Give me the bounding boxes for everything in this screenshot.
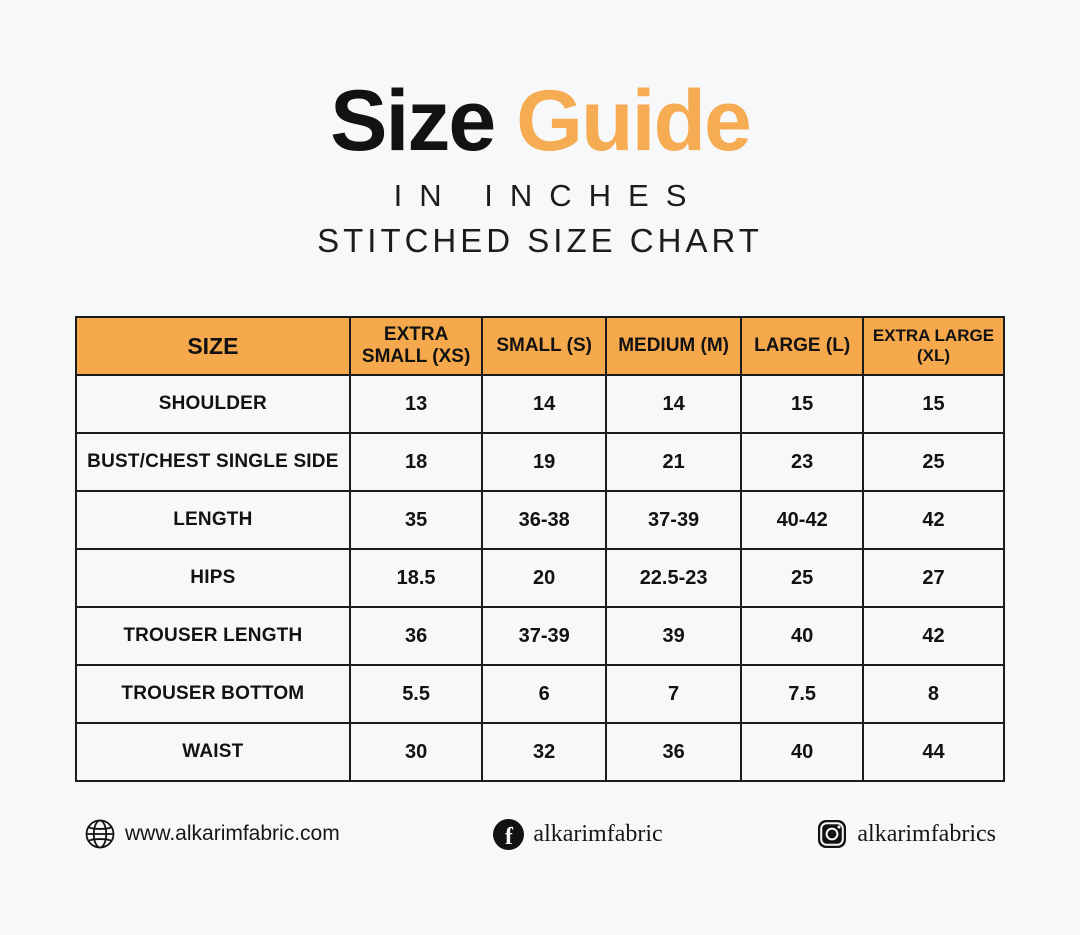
column-header-extra-small: EXTRA SMALL (XS) <box>348 316 484 376</box>
globe-icon <box>84 818 116 850</box>
row-label: SHOULDER <box>75 374 351 434</box>
row-label: TROUSER LENGTH <box>75 606 351 666</box>
table-row-trouser-bottom: TROUSER BOTTOM 5.5 6 7 7.5 8 <box>75 664 1006 724</box>
cell: 44 <box>861 722 1006 782</box>
cell: 27 <box>861 548 1006 608</box>
title-word-size: Size <box>330 73 496 169</box>
column-header-medium: MEDIUM (M) <box>604 316 743 376</box>
table-row-bust-chest: BUST/CHEST SINGLE SIDE 18 19 21 23 25 <box>75 432 1006 492</box>
cell: 15 <box>740 374 864 434</box>
subtitle-in-inches: IN INCHES <box>393 178 704 213</box>
cell: 25 <box>861 432 1006 492</box>
cell: 23 <box>740 432 864 492</box>
cell: 18 <box>348 432 484 492</box>
cell: 8 <box>861 664 1006 724</box>
cell: 18.5 <box>348 548 484 608</box>
cell: 32 <box>481 722 607 782</box>
cell: 36 <box>604 722 743 782</box>
website-url: www.alkarimfabric.com <box>125 822 340 845</box>
cell: 30 <box>348 722 484 782</box>
column-header-extra-large: EXTRA LARGE (XL) <box>861 316 1006 376</box>
row-label: LENGTH <box>75 490 351 550</box>
cell: 22.5-23 <box>604 548 743 608</box>
page-title: Size Guide <box>0 78 1080 164</box>
table-header-row: SIZE EXTRA SMALL (XS) SMALL (S) MEDIUM (… <box>75 316 1006 376</box>
cell: 42 <box>861 490 1006 550</box>
cell: 40-42 <box>740 490 864 550</box>
cell: 19 <box>481 432 607 492</box>
cell: 21 <box>604 432 743 492</box>
table-row-shoulder: SHOULDER 13 14 14 15 15 <box>75 374 1006 434</box>
cell: 15 <box>861 374 1006 434</box>
facebook-handle: alkarimfabric <box>533 820 663 847</box>
facebook-icon: f <box>493 818 525 850</box>
cell: 14 <box>481 374 607 434</box>
cell: 7.5 <box>740 664 864 724</box>
cell: 7 <box>604 664 743 724</box>
cell: 40 <box>740 722 864 782</box>
cell: 6 <box>481 664 607 724</box>
cell: 36 <box>348 606 484 666</box>
cell: 25 <box>740 548 864 608</box>
cell: 37-39 <box>481 606 607 666</box>
column-header-large: LARGE (L) <box>740 316 864 376</box>
cell: 13 <box>348 374 484 434</box>
footer-facebook: f alkarimfabric <box>493 818 663 850</box>
cell: 35 <box>348 490 484 550</box>
table-row-hips: HIPS 18.5 20 22.5-23 25 27 <box>75 548 1006 608</box>
cell: 14 <box>604 374 743 434</box>
cell: 42 <box>861 606 1006 666</box>
row-label: WAIST <box>75 722 351 782</box>
column-header-small: SMALL (S) <box>481 316 607 376</box>
footer-instagram: alkarimfabrics <box>816 818 996 850</box>
footer-website: www.alkarimfabric.com <box>84 818 340 850</box>
table-row-length: LENGTH 35 36-38 37-39 40-42 42 <box>75 490 1006 550</box>
row-label: HIPS <box>75 548 351 608</box>
column-header-size: SIZE <box>75 316 351 376</box>
footer: www.alkarimfabric.com f alkarimfabric al… <box>84 818 996 850</box>
title-word-guide: Guide <box>516 73 752 169</box>
size-table: SIZE EXTRA SMALL (XS) SMALL (S) MEDIUM (… <box>75 316 1006 782</box>
title-block: Size Guide IN INCHES STITCHED SIZE CHART <box>0 0 1080 260</box>
cell: 5.5 <box>348 664 484 724</box>
table-row-waist: WAIST 30 32 36 40 44 <box>75 722 1006 782</box>
cell: 39 <box>604 606 743 666</box>
instagram-handle: alkarimfabrics <box>857 820 996 847</box>
instagram-icon <box>816 818 848 850</box>
cell: 37-39 <box>604 490 743 550</box>
cell: 20 <box>481 548 607 608</box>
row-label: BUST/CHEST SINGLE SIDE <box>75 432 351 492</box>
cell: 36-38 <box>481 490 607 550</box>
subtitle-stitched-size-chart: STITCHED SIZE CHART <box>317 222 763 259</box>
cell: 40 <box>740 606 864 666</box>
row-label: TROUSER BOTTOM <box>75 664 351 724</box>
table-row-trouser-length: TROUSER LENGTH 36 37-39 39 40 42 <box>75 606 1006 666</box>
